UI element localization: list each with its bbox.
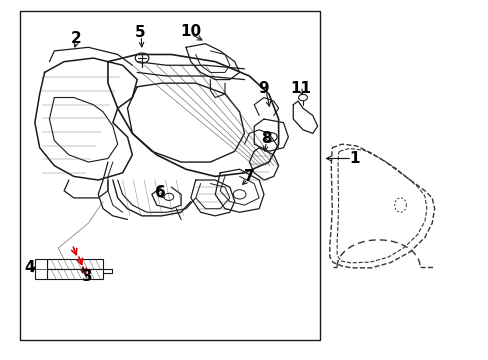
Text: 10: 10: [180, 24, 201, 39]
Text: 8: 8: [261, 131, 271, 146]
Text: 2: 2: [71, 31, 81, 46]
Text: 7: 7: [244, 169, 254, 184]
Text: 9: 9: [258, 81, 269, 96]
Bar: [47, 259, 103, 269]
Bar: [35, 259, 47, 279]
Text: 4: 4: [24, 260, 35, 275]
Text: 3: 3: [82, 269, 93, 284]
Text: 6: 6: [155, 185, 165, 200]
Bar: [47, 269, 103, 279]
Bar: [20, 12, 320, 339]
Text: 1: 1: [348, 151, 359, 166]
Text: 11: 11: [289, 81, 310, 96]
Text: 5: 5: [134, 26, 144, 40]
